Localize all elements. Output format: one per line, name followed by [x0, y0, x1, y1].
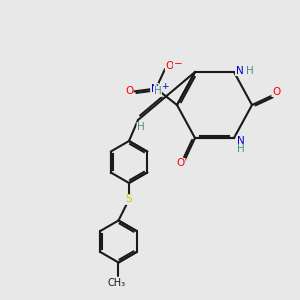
Text: O: O [272, 86, 280, 97]
Text: O: O [165, 61, 174, 71]
Text: O: O [125, 86, 133, 97]
Text: H: H [154, 86, 161, 97]
Text: N: N [237, 136, 244, 146]
Text: −: − [173, 58, 182, 69]
Text: H: H [137, 122, 145, 133]
Text: O: O [177, 158, 185, 169]
Text: N: N [236, 65, 243, 76]
Text: S: S [126, 194, 132, 205]
Text: +: + [161, 82, 168, 91]
Text: H: H [246, 65, 254, 76]
Text: H: H [237, 144, 244, 154]
Text: N: N [151, 83, 158, 94]
Text: CH₃: CH₃ [108, 278, 126, 289]
